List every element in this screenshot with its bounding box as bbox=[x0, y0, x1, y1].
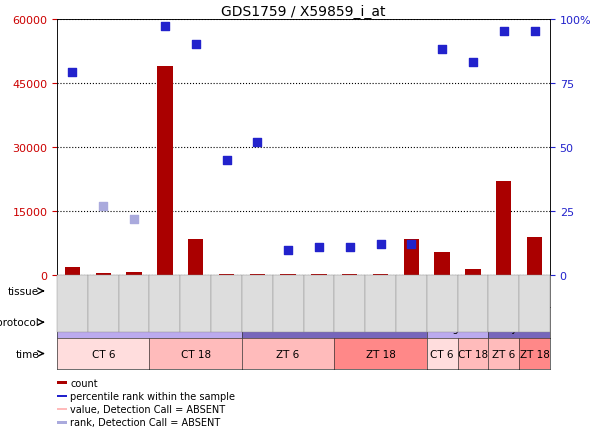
Point bbox=[160, 24, 169, 31]
Bar bbox=[404, 239, 419, 276]
Title: GDS1759 / X59859_i_at: GDS1759 / X59859_i_at bbox=[221, 4, 386, 19]
Bar bbox=[57, 421, 67, 424]
Text: protocol: protocol bbox=[0, 318, 39, 327]
Point bbox=[529, 29, 539, 36]
Point bbox=[406, 241, 416, 248]
Point bbox=[191, 42, 201, 49]
Text: rank, Detection Call = ABSENT: rank, Detection Call = ABSENT bbox=[70, 417, 221, 427]
Point bbox=[252, 139, 262, 146]
Bar bbox=[496, 182, 511, 276]
Bar bbox=[527, 237, 542, 276]
Text: CT 6: CT 6 bbox=[430, 349, 454, 358]
Bar bbox=[57, 408, 67, 411]
Text: retina: retina bbox=[225, 286, 258, 296]
Text: count: count bbox=[70, 378, 98, 388]
Bar bbox=[219, 274, 234, 276]
Point bbox=[68, 70, 78, 77]
Point bbox=[129, 216, 139, 223]
Text: CT 18: CT 18 bbox=[181, 349, 211, 358]
Text: percentile rank within the sample: percentile rank within the sample bbox=[70, 391, 235, 401]
Bar bbox=[96, 273, 111, 276]
Text: CT 6: CT 6 bbox=[91, 349, 115, 358]
Text: ZT 18: ZT 18 bbox=[365, 349, 395, 358]
Text: CT 18: CT 18 bbox=[458, 349, 488, 358]
Bar bbox=[188, 239, 203, 276]
Text: light-dark cycle: light-dark cycle bbox=[297, 318, 372, 327]
Bar bbox=[65, 267, 80, 276]
Bar bbox=[311, 274, 326, 276]
Point bbox=[314, 244, 324, 251]
Bar bbox=[126, 273, 142, 276]
Text: pineal gland: pineal gland bbox=[454, 286, 523, 296]
Bar bbox=[435, 252, 450, 276]
Point bbox=[99, 203, 108, 210]
Text: constant dim light: constant dim light bbox=[105, 318, 194, 327]
Bar bbox=[465, 269, 481, 276]
Text: time: time bbox=[15, 349, 39, 358]
Bar bbox=[57, 381, 67, 385]
Point bbox=[283, 247, 293, 253]
Point bbox=[468, 59, 478, 66]
Point bbox=[499, 29, 508, 36]
Point bbox=[376, 241, 385, 248]
Bar bbox=[373, 274, 388, 276]
Text: light-dark
cycle: light-dark cycle bbox=[496, 312, 543, 333]
Text: ZT 6: ZT 6 bbox=[492, 349, 515, 358]
Point bbox=[438, 47, 447, 54]
Point bbox=[222, 157, 231, 164]
Text: ZT 18: ZT 18 bbox=[520, 349, 549, 358]
Bar bbox=[249, 275, 265, 276]
Text: ZT 6: ZT 6 bbox=[276, 349, 300, 358]
Text: value, Detection Call = ABSENT: value, Detection Call = ABSENT bbox=[70, 404, 225, 414]
Bar bbox=[342, 274, 358, 276]
Text: tissue: tissue bbox=[8, 286, 39, 296]
Bar bbox=[281, 274, 296, 276]
Point bbox=[345, 244, 355, 251]
Text: constant dim
light: constant dim light bbox=[426, 312, 490, 333]
Bar bbox=[57, 395, 67, 398]
Bar bbox=[157, 66, 172, 276]
